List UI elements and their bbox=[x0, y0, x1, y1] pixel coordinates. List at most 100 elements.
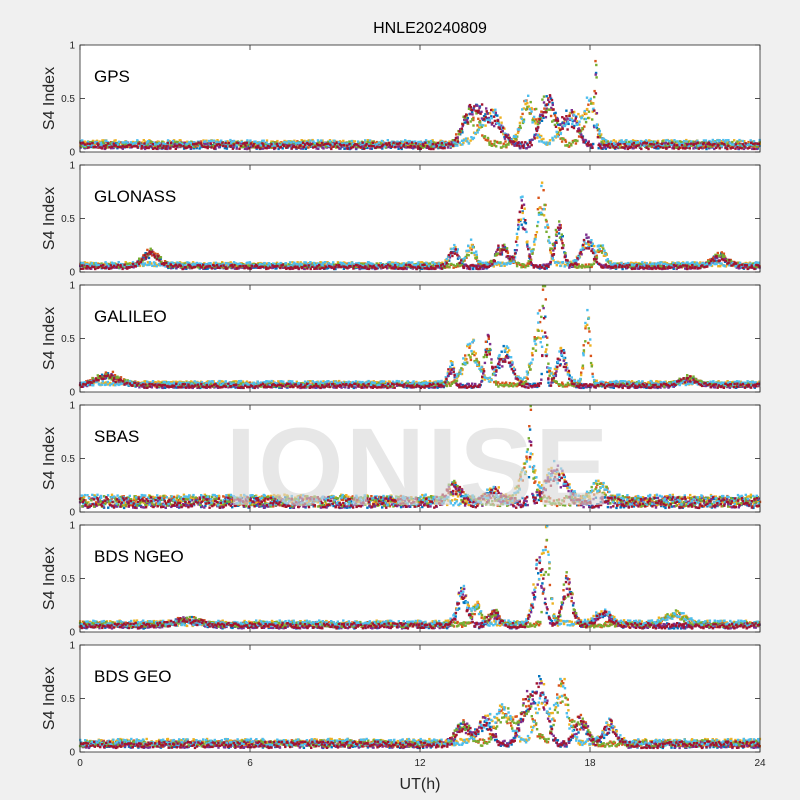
data-point bbox=[476, 105, 478, 107]
data-point bbox=[476, 257, 478, 259]
data-point bbox=[640, 148, 642, 150]
data-point bbox=[491, 122, 493, 124]
data-point bbox=[520, 219, 522, 221]
data-point bbox=[478, 109, 480, 111]
data-point bbox=[340, 144, 342, 146]
data-point bbox=[365, 143, 367, 145]
data-point bbox=[517, 132, 519, 134]
data-point bbox=[543, 95, 545, 97]
data-point bbox=[560, 132, 562, 134]
data-point bbox=[146, 249, 148, 251]
data-point bbox=[745, 142, 747, 144]
data-point bbox=[683, 140, 685, 142]
data-point bbox=[547, 99, 549, 101]
data-point bbox=[564, 252, 566, 254]
data-point bbox=[363, 148, 365, 150]
data-point bbox=[496, 122, 498, 124]
data-point bbox=[584, 110, 586, 112]
data-point bbox=[104, 147, 106, 149]
data-point bbox=[203, 146, 205, 148]
data-point bbox=[555, 229, 557, 231]
data-point bbox=[531, 253, 533, 255]
data-point bbox=[534, 137, 536, 139]
data-point bbox=[543, 141, 545, 143]
data-point bbox=[555, 233, 557, 235]
data-point bbox=[175, 148, 177, 150]
data-point bbox=[521, 108, 523, 110]
data-point bbox=[84, 143, 86, 145]
data-point bbox=[590, 102, 592, 104]
data-point bbox=[526, 102, 528, 104]
data-point bbox=[470, 252, 472, 254]
data-point bbox=[586, 108, 588, 110]
data-point bbox=[588, 244, 590, 246]
data-point bbox=[493, 143, 495, 145]
data-point bbox=[536, 137, 538, 139]
data-point bbox=[472, 268, 474, 270]
data-point bbox=[510, 140, 512, 142]
data-point bbox=[742, 140, 744, 142]
data-point bbox=[162, 145, 164, 147]
data-point bbox=[314, 146, 316, 148]
data-point bbox=[561, 233, 563, 235]
data-point bbox=[562, 128, 564, 130]
data-point bbox=[428, 143, 430, 145]
data-point bbox=[327, 143, 329, 145]
data-point bbox=[657, 145, 659, 147]
data-point bbox=[304, 144, 306, 146]
data-point bbox=[752, 143, 754, 145]
data-point bbox=[567, 144, 569, 146]
data-point bbox=[101, 147, 103, 149]
data-point bbox=[522, 212, 524, 214]
data-point bbox=[537, 126, 539, 128]
data-point bbox=[87, 146, 89, 148]
data-point bbox=[364, 139, 366, 141]
data-point bbox=[603, 138, 605, 140]
data-point bbox=[712, 139, 714, 141]
data-point bbox=[535, 236, 537, 238]
data-point bbox=[259, 147, 261, 149]
data-point bbox=[593, 263, 595, 265]
data-point bbox=[581, 266, 583, 268]
data-point bbox=[450, 263, 452, 265]
data-point bbox=[468, 254, 470, 256]
data-point bbox=[465, 137, 467, 139]
data-point bbox=[593, 96, 595, 98]
data-point bbox=[190, 146, 192, 148]
data-point bbox=[236, 147, 238, 149]
data-point bbox=[592, 143, 594, 145]
data-point bbox=[521, 118, 523, 120]
data-point bbox=[471, 113, 473, 115]
data-point bbox=[598, 133, 600, 135]
data-point bbox=[487, 121, 489, 123]
data-point bbox=[426, 145, 428, 147]
data-point bbox=[372, 142, 374, 144]
data-point bbox=[225, 145, 227, 147]
data-point bbox=[575, 117, 577, 119]
data-point bbox=[504, 138, 506, 140]
data-point bbox=[240, 145, 242, 147]
data-point bbox=[404, 139, 406, 141]
data-point bbox=[531, 139, 533, 141]
data-point bbox=[742, 143, 744, 145]
data-point bbox=[280, 146, 282, 148]
data-point bbox=[469, 104, 471, 106]
data-point bbox=[590, 143, 592, 145]
data-point bbox=[574, 120, 576, 122]
data-point bbox=[591, 118, 593, 120]
data-point bbox=[521, 113, 523, 115]
data-point bbox=[738, 139, 740, 141]
data-point bbox=[543, 107, 545, 109]
data-point bbox=[484, 135, 486, 137]
data-point bbox=[466, 119, 468, 121]
data-point bbox=[497, 120, 499, 122]
data-point bbox=[686, 143, 688, 145]
data-point bbox=[91, 142, 93, 144]
data-point bbox=[97, 144, 99, 146]
data-point bbox=[458, 133, 460, 135]
data-point bbox=[585, 118, 587, 120]
data-point bbox=[603, 144, 605, 146]
data-point bbox=[545, 116, 547, 118]
data-point bbox=[507, 143, 509, 145]
